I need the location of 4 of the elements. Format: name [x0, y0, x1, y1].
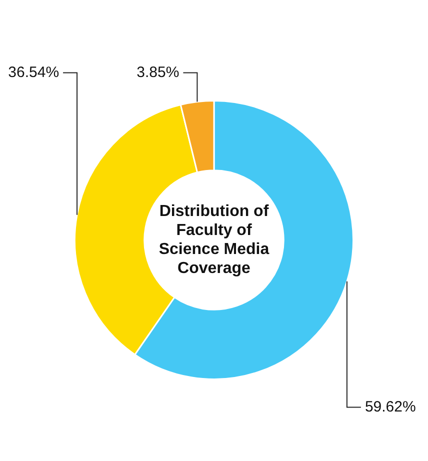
text: Distribution of Faculty of Science Media Coverage [158, 202, 270, 279]
data-label: 3.85% [136, 64, 180, 81]
data-label: 36.54% [8, 64, 60, 81]
data-label: 59.62% [364, 398, 416, 416]
